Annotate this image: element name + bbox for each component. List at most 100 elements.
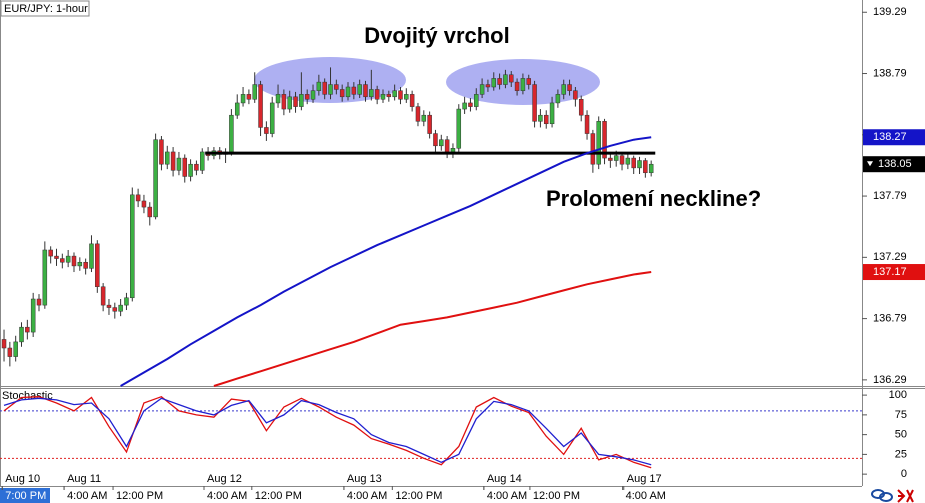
candle-body [293, 96, 298, 107]
x-tick-label: Aug 13 [347, 473, 382, 485]
value-box [863, 264, 925, 281]
candle-body [439, 139, 444, 147]
panel-title: Stochastic [2, 390, 53, 402]
candle-body [613, 155, 619, 161]
candle-body [514, 81, 520, 91]
candle-body [100, 286, 106, 306]
candle-body [497, 78, 502, 85]
candle-body [398, 90, 403, 100]
x-tick-label: 12:00 PM [255, 490, 302, 502]
indicator-line [213, 271, 652, 387]
x-tick-label: 12:00 PM [395, 490, 442, 502]
candle-body [188, 163, 193, 177]
candle-body [200, 151, 205, 171]
y-tick-label: 25 [895, 448, 907, 460]
candle-body [1, 339, 7, 349]
candle-body [165, 151, 170, 165]
candle-body [625, 157, 631, 165]
close-icon[interactable] [906, 489, 914, 503]
candle-body [299, 94, 304, 107]
link-icon[interactable] [879, 492, 893, 502]
highlight-peak [254, 57, 406, 103]
x-tick-label: Aug 14 [487, 473, 522, 485]
title-box [0, 0, 90, 17]
candle-body [444, 139, 450, 153]
toolbar-icons[interactable] [871, 489, 914, 503]
x-tick-label: 4:00 AM [347, 490, 387, 502]
candle-body [71, 255, 77, 267]
candle-body [409, 94, 415, 107]
candle-body [322, 81, 327, 95]
candle-body [328, 84, 333, 95]
y-tick-label: 100 [889, 389, 907, 401]
candle-body [485, 84, 491, 88]
candle-body [526, 78, 531, 85]
candle-body [118, 304, 123, 312]
candle-body [386, 94, 392, 98]
candle-body [450, 148, 456, 153]
candle-body [77, 261, 83, 267]
candle-body [561, 84, 566, 95]
candle-body [147, 206, 153, 218]
y-tick-label: 137.29 [873, 251, 907, 263]
candle-body [643, 160, 648, 174]
candle-body [130, 194, 135, 299]
candle-body [48, 249, 53, 257]
candle-body [392, 90, 397, 98]
candle-body [421, 114, 427, 122]
candle-body [590, 133, 596, 165]
x-tick-label: Aug 17 [627, 473, 662, 485]
y-tick-label: 136.79 [873, 313, 907, 325]
candle-body [648, 163, 654, 174]
cursor-highlight [0, 488, 50, 503]
candle-body [596, 121, 601, 165]
candle-body [19, 326, 24, 343]
x-tick-label: 4:00 AM [626, 490, 666, 502]
candle-body [287, 96, 292, 110]
candle-body [234, 102, 240, 116]
y-tick-label: 0 [901, 468, 907, 480]
candle-body [275, 94, 281, 104]
candle-body [124, 297, 129, 306]
candle-body [433, 133, 438, 147]
candle-body [363, 84, 368, 98]
candle-body [345, 86, 351, 98]
close-icon[interactable] [897, 489, 906, 503]
candle-body [532, 84, 537, 122]
candle-body [573, 90, 578, 100]
candle-body [369, 89, 374, 98]
candle-body [584, 114, 590, 134]
candle-body [543, 114, 549, 125]
candle-body [538, 114, 543, 122]
candle-body [334, 84, 339, 90]
candle-body [316, 81, 322, 91]
candle-body [578, 99, 584, 116]
candle-body [269, 102, 275, 134]
candle-body [462, 102, 467, 110]
candle-body [54, 255, 59, 259]
candle-body [264, 127, 269, 134]
candle-body [637, 160, 642, 169]
y-tick-label: 138.79 [873, 67, 907, 79]
candle-body [246, 94, 252, 100]
candle-body [240, 94, 246, 104]
candle-body [83, 261, 88, 269]
y-tick-label: 136.29 [873, 374, 907, 386]
candle-body [304, 94, 310, 100]
candle-body [30, 298, 36, 333]
chart-title: EUR/JPY: 1-hour [4, 3, 88, 15]
y-tick-label: 50 [895, 429, 907, 441]
candle-body [520, 78, 526, 91]
candle-body [7, 347, 13, 357]
candle-body [491, 78, 497, 88]
x-tick-label: 12:00 PM [116, 490, 163, 502]
value-box [863, 156, 925, 173]
candle-body [194, 163, 199, 171]
x-tick-label: Aug 11 [67, 473, 101, 485]
candle-body [36, 298, 42, 306]
indicator-line [3, 395, 652, 469]
indicator-line [3, 397, 652, 466]
candle-body [65, 255, 71, 263]
candle-body [170, 151, 176, 171]
